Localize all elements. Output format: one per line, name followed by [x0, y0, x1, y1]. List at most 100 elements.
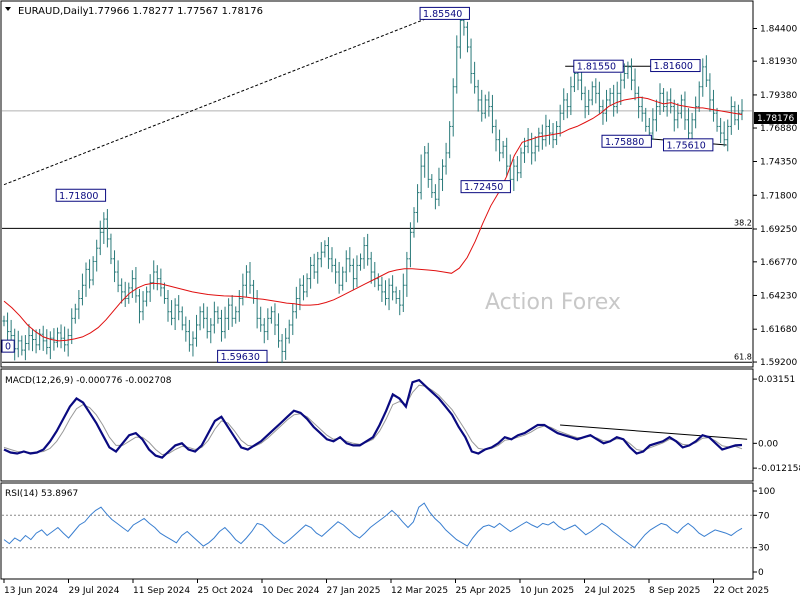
macd-tick-label: 0.00: [758, 439, 778, 449]
price-bar: [697, 81, 701, 112]
watermark: Action Forex: [485, 290, 621, 315]
svg-text:1.72450: 1.72450: [464, 182, 503, 193]
price-bar: [590, 81, 594, 106]
price-bar: [241, 273, 245, 306]
price-annotations: 1.85540 1.81550 1.81600 1.75880 1.75610 1.724…: [1, 6, 714, 363]
x-tick-label: 25 Oct 2024: [198, 586, 254, 596]
macd-line: [3, 378, 743, 459]
price-bar: [27, 323, 31, 351]
x-tick-label: 29 Jul 2024: [69, 586, 120, 596]
x-tick-label: 22 Oct 2025: [714, 586, 770, 596]
price-bar: [476, 79, 480, 112]
price-bar: [330, 247, 334, 273]
price-bar: [687, 108, 691, 140]
price-bar: [70, 308, 74, 345]
macd-panel: MACD(12,26,9) -0.000776 -0.002708 0.0315…: [0, 368, 800, 482]
price-bar: [612, 84, 616, 117]
macd-panel-frame: [0, 368, 754, 482]
price-bar: [537, 127, 541, 152]
price-bar: [419, 154, 423, 200]
rsi-tick-label: 70: [758, 511, 770, 521]
price-bar: [519, 147, 523, 179]
price-bar: [162, 282, 166, 304]
price-tick-label: 1.66770: [760, 258, 797, 268]
current-price-box: [754, 112, 797, 124]
price-bar: [562, 88, 566, 121]
price-bar: [369, 251, 373, 284]
price-bar: [145, 286, 149, 307]
svg-text:0: 0: [5, 342, 11, 353]
trendline: [3, 12, 440, 186]
price-bar: [334, 258, 338, 284]
price-bar: [711, 89, 715, 122]
price-bar: [170, 300, 174, 326]
rsi-line: [3, 502, 743, 549]
price-bar: [465, 21, 469, 53]
x-tick-label: 11 Sep 2024: [133, 586, 190, 596]
price-bar: [405, 251, 409, 297]
price-bar: [580, 68, 584, 101]
price-bar: [77, 290, 81, 320]
price-bar: [619, 73, 623, 105]
price-bar: [41, 325, 45, 351]
price-bar: [640, 96, 644, 122]
price-bar: [273, 303, 277, 336]
price-bar: [237, 290, 241, 322]
macd-tick-label: -0.012158: [758, 464, 800, 474]
price-bar: [63, 326, 67, 352]
price-bar: [483, 94, 487, 119]
price-bar: [148, 274, 152, 302]
price-bar: [408, 222, 412, 268]
price-bar: [262, 318, 266, 344]
price-bar: [433, 184, 437, 210]
price-bar: [198, 306, 202, 331]
price-bar: [430, 174, 434, 198]
price-bar: [665, 91, 669, 117]
price-bar: [269, 306, 273, 324]
chevron-down-icon[interactable]: [5, 7, 11, 11]
price-bar: [722, 121, 726, 147]
price-bar: [401, 273, 405, 312]
price-bar: [676, 103, 680, 129]
price-tick-label: 1.84400: [760, 24, 797, 34]
price-bar: [505, 137, 509, 177]
x-tick-label: 27 Jan 2025: [327, 586, 381, 596]
price-annotation: 1.85540: [419, 6, 470, 20]
price-bar: [280, 333, 284, 364]
macd-tick-label: 0.03151: [758, 375, 795, 385]
price-bar: [662, 88, 666, 112]
price-bar: [155, 265, 159, 291]
price-bar: [423, 146, 427, 178]
price-tick-label: 1.76880: [760, 124, 797, 134]
price-bar: [244, 265, 248, 297]
price-bar: [362, 237, 366, 269]
price-bar: [166, 290, 170, 322]
price-bar: [227, 298, 231, 330]
price-bar: [376, 273, 380, 291]
price-bar: [651, 108, 655, 140]
price-bar: [708, 73, 712, 112]
price-bar: [309, 256, 313, 289]
price-bar: [597, 81, 601, 114]
price-bar: [177, 295, 181, 321]
price-bar: [223, 306, 227, 339]
price-bar: [719, 117, 723, 144]
price-axis-ticks: 1.84400 1.81930 1.79380 1.76880 1.74350 1.718…: [753, 24, 797, 368]
price-bar: [173, 298, 177, 330]
price-bar: [736, 104, 740, 130]
price-bar: [355, 255, 359, 288]
svg-text:1.75610: 1.75610: [666, 140, 705, 151]
price-bar: [416, 184, 420, 223]
price-bar: [547, 119, 551, 145]
price-bar: [294, 286, 298, 319]
price-bar: [558, 104, 562, 137]
price-tick-label: 1.74350: [760, 158, 797, 168]
ema-line: [3, 96, 743, 342]
macd-trendline: [560, 424, 748, 440]
price-bar: [219, 309, 223, 342]
price-bar: [344, 250, 348, 283]
price-tick-label: 1.61680: [760, 325, 797, 335]
price-bar: [679, 94, 683, 119]
price-bar: [209, 318, 213, 344]
